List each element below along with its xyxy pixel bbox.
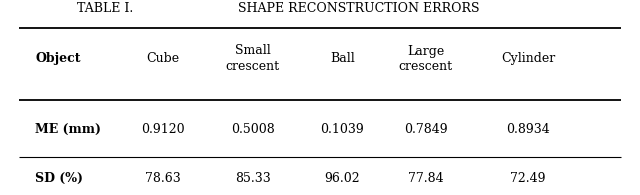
Text: Cube: Cube <box>147 52 180 65</box>
Text: 96.02: 96.02 <box>324 172 360 185</box>
Text: TABLE I.: TABLE I. <box>77 2 134 15</box>
Text: 0.7849: 0.7849 <box>404 123 447 136</box>
Text: 0.9120: 0.9120 <box>141 123 185 136</box>
Text: 72.49: 72.49 <box>510 172 546 185</box>
Text: 0.5008: 0.5008 <box>231 123 275 136</box>
Text: Cylinder: Cylinder <box>501 52 555 65</box>
Text: 0.8934: 0.8934 <box>506 123 550 136</box>
Text: Small
crescent: Small crescent <box>226 44 280 73</box>
Text: 77.84: 77.84 <box>408 172 444 185</box>
Text: SD (%): SD (%) <box>35 172 83 185</box>
Text: Ball: Ball <box>330 52 355 65</box>
Text: ME (mm): ME (mm) <box>35 123 101 136</box>
Text: Object: Object <box>35 52 81 65</box>
Text: SHAPE RECONSTRUCTION ERRORS: SHAPE RECONSTRUCTION ERRORS <box>237 2 479 15</box>
Text: 85.33: 85.33 <box>235 172 271 185</box>
Text: 0.1039: 0.1039 <box>321 123 364 136</box>
Text: Large
crescent: Large crescent <box>399 44 452 73</box>
Text: 78.63: 78.63 <box>145 172 181 185</box>
